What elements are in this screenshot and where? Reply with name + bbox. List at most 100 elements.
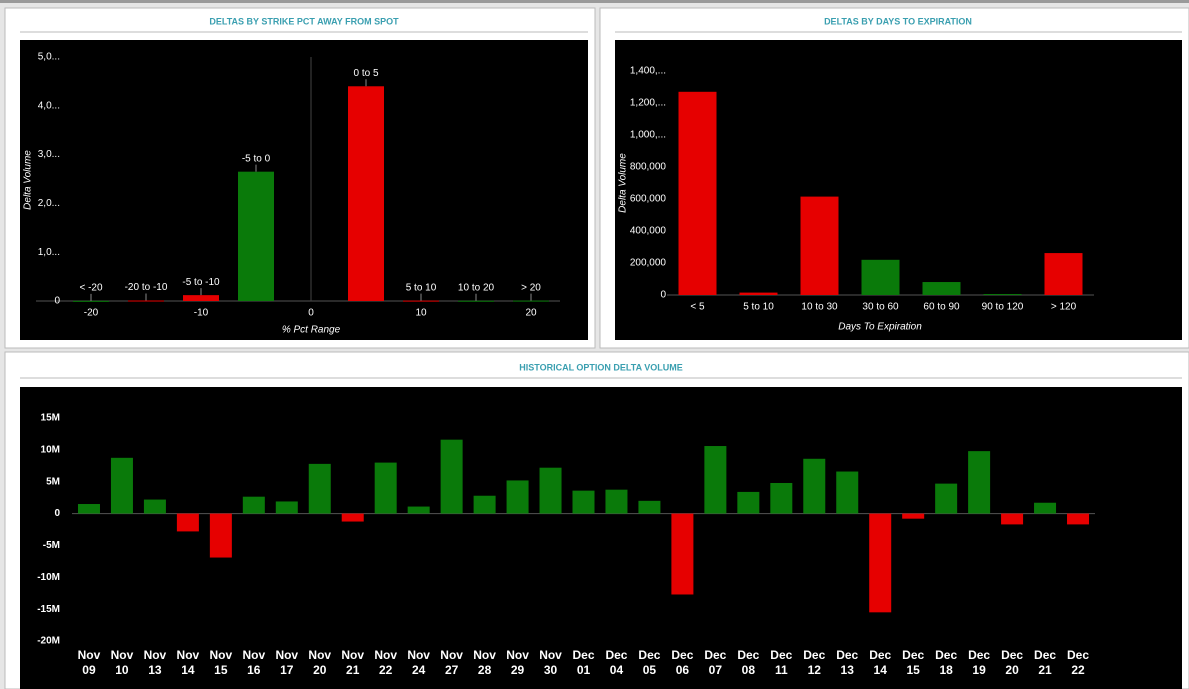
bar — [638, 500, 661, 514]
x-axis-title: Days To Expiration — [838, 322, 922, 333]
x-tick-label: Nov 10 — [110, 648, 134, 677]
x-tick-label: Nov 16 — [242, 648, 266, 677]
x-tick-label: 30 to 60 — [862, 302, 899, 313]
x-tick-label: Dec 15 — [902, 648, 925, 677]
x-tick-label: Nov 17 — [275, 648, 299, 677]
bar — [737, 491, 760, 514]
plot-area — [20, 40, 588, 340]
bar — [1067, 513, 1090, 525]
x-tick-label: Dec 20 — [1001, 648, 1024, 677]
x-tick-label: Nov 29 — [506, 648, 529, 677]
bar — [308, 463, 331, 514]
x-tick-label: Nov 24 — [407, 648, 430, 677]
y-tick-label: -5M — [43, 540, 60, 551]
data-label: -5 to -10 — [182, 277, 220, 288]
bar — [739, 292, 778, 295]
x-tick-label: < 5 — [690, 302, 705, 313]
bar — [983, 294, 1022, 296]
bar — [902, 513, 925, 519]
bar — [440, 439, 463, 514]
y-tick-label: 600,000 — [630, 194, 667, 205]
y-tick-label: 2,0... — [38, 198, 60, 209]
bar — [1001, 513, 1024, 525]
x-tick-label: Dec 19 — [968, 648, 991, 677]
x-tick-label: 10 — [415, 308, 427, 319]
bar — [572, 490, 595, 514]
y-tick-label: 200,000 — [630, 258, 667, 269]
bar — [209, 513, 232, 558]
y-tick-label: 1,400,... — [630, 66, 666, 77]
chart-title: DELTAS BY DAYS TO EXPIRATION — [824, 16, 972, 26]
y-axis-title: Delta Volume — [23, 150, 34, 210]
bar — [473, 495, 496, 514]
plot-area — [20, 387, 1182, 689]
bar — [183, 295, 219, 301]
y-tick-label: 800,000 — [630, 162, 667, 173]
bar — [800, 196, 839, 295]
bar — [238, 171, 274, 301]
bar — [861, 259, 900, 295]
x-tick-label: > 120 — [1051, 302, 1077, 313]
x-tick-label: Dec 05 — [638, 648, 661, 677]
bar — [506, 480, 529, 514]
y-tick-label: -20M — [37, 636, 60, 647]
x-tick-label: Dec 21 — [1034, 648, 1057, 677]
bar — [513, 300, 549, 302]
y-axis-title: Delta Volume — [618, 153, 629, 213]
data-label: 5 to 10 — [406, 282, 437, 293]
x-tick-label: -10 — [194, 308, 209, 319]
bar — [770, 482, 793, 514]
x-tick-label: Nov 28 — [473, 648, 496, 677]
chart-title: HISTORICAL OPTION DELTA VOLUME — [519, 362, 683, 372]
bar — [275, 501, 298, 514]
y-tick-label: 0 — [54, 508, 60, 519]
bar — [671, 513, 694, 595]
top-bar — [0, 0, 1189, 3]
x-tick-label: Dec 11 — [770, 648, 793, 677]
x-tick-label: Nov 15 — [209, 648, 233, 677]
x-tick-label: Dec 08 — [737, 648, 760, 677]
bar — [1034, 502, 1057, 514]
x-tick-label: Dec 01 — [572, 648, 595, 677]
bar — [605, 489, 628, 514]
data-label: -20 to -10 — [125, 282, 168, 293]
x-tick-label: 20 — [525, 308, 537, 319]
x-tick-label: Nov 20 — [308, 648, 332, 677]
bar — [704, 446, 727, 514]
y-tick-label: 5,0... — [38, 52, 60, 63]
x-tick-label: -20 — [84, 308, 99, 319]
y-tick-label: 400,000 — [630, 226, 667, 237]
bar — [143, 499, 166, 514]
bar — [176, 513, 199, 532]
y-tick-label: 10M — [41, 444, 60, 455]
bar — [836, 471, 859, 514]
y-tick-label: 1,000,... — [630, 130, 666, 141]
x-axis-title: % Pct Range — [282, 325, 341, 336]
y-tick-label: 1,200,... — [630, 98, 666, 109]
data-label: < -20 — [79, 282, 103, 293]
bar — [348, 86, 384, 301]
x-tick-label: 60 to 90 — [923, 302, 960, 313]
bar — [968, 451, 991, 514]
bar — [341, 513, 364, 522]
bar — [803, 458, 826, 514]
x-tick-label: Dec 12 — [803, 648, 826, 677]
y-tick-label: 5M — [46, 476, 60, 487]
x-tick-label: Dec 22 — [1067, 648, 1090, 677]
bar — [1044, 253, 1083, 295]
x-tick-label: Dec 14 — [869, 648, 892, 677]
x-tick-label: Dec 18 — [935, 648, 958, 677]
bar — [128, 300, 164, 302]
x-tick-label: 0 — [308, 308, 314, 319]
bar — [403, 300, 439, 302]
x-tick-label: Nov 09 — [77, 648, 101, 677]
bar — [242, 496, 265, 514]
x-tick-label: Nov 13 — [143, 648, 167, 677]
x-tick-label: Nov 21 — [341, 648, 365, 677]
x-tick-label: 10 to 30 — [801, 302, 838, 313]
x-tick-label: Nov 27 — [440, 648, 463, 677]
y-tick-label: -10M — [37, 572, 60, 583]
y-tick-label: -15M — [37, 604, 60, 615]
